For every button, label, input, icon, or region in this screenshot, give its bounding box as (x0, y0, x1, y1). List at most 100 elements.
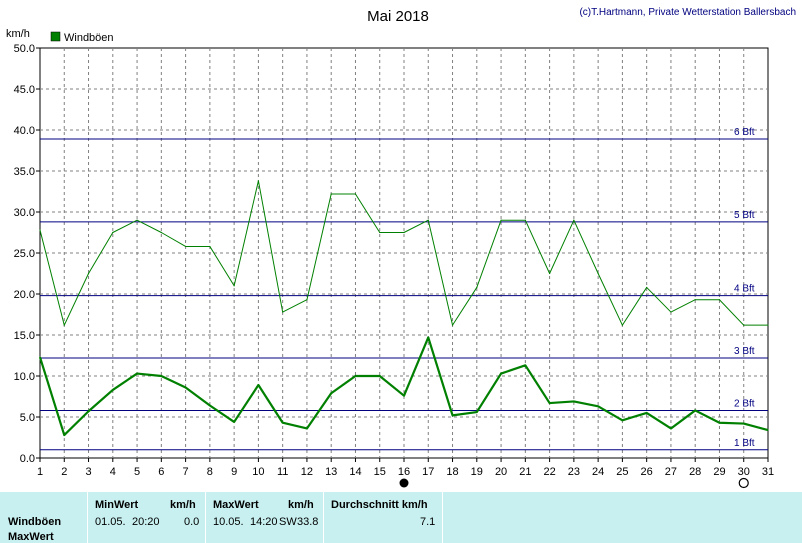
y-tick-label: 50.0 (14, 43, 35, 55)
stats-row-label-windboeen: Windböen (8, 516, 62, 528)
x-tick-label: 18 (446, 466, 458, 478)
data-point (621, 419, 624, 421)
stats-row-label-maxwert: MaxWert (8, 531, 54, 543)
beaufort-label: 5 Bft (734, 210, 755, 221)
y-tick-label: 30.0 (14, 207, 35, 219)
x-tick-label: 27 (665, 466, 677, 478)
data-point (573, 400, 575, 403)
data-point (282, 311, 284, 313)
stats-average-value: 7.1 (420, 516, 436, 528)
y-tick-label: 15.0 (14, 330, 35, 342)
x-tick-label: 12 (301, 466, 313, 478)
data-point (670, 427, 672, 430)
x-tick-label: 8 (207, 466, 213, 478)
data-point (185, 386, 187, 389)
beaufort-label: 3 Bft (734, 346, 755, 357)
data-point (39, 229, 41, 231)
y-tick-label: 5.0 (20, 412, 35, 424)
data-point (573, 219, 575, 221)
x-tick-label: 3 (85, 466, 91, 478)
data-point (185, 245, 187, 248)
data-point (694, 299, 696, 301)
data-point (379, 375, 381, 377)
data-point (500, 219, 502, 221)
data-point (718, 422, 721, 424)
wind-gust-chart: Mai 2018 (c)T.Hartmann, Private Wetterst… (6, 7, 796, 489)
data-point (87, 272, 90, 275)
data-point (524, 219, 526, 221)
x-tick-label: 16 (398, 466, 410, 478)
data-point (282, 422, 284, 424)
stats-min-header: MinWert (95, 499, 139, 511)
legend-label: Windböen (64, 32, 114, 44)
x-tick-label: 7 (183, 466, 189, 478)
beaufort-label: 4 Bft (734, 284, 755, 295)
x-tick-label: 17 (422, 466, 434, 478)
statistics-panel: Windböen MaxWert MinWert km/h 01.05. 20:… (0, 492, 802, 543)
beaufort-label: 1 Bft (734, 438, 755, 449)
data-point (767, 429, 769, 431)
x-tick-label: 19 (471, 466, 483, 478)
data-point (160, 231, 162, 234)
data-point (63, 324, 65, 326)
data-point (209, 404, 211, 407)
x-tick-label: 31 (762, 466, 774, 478)
x-tick-label: 6 (158, 466, 164, 478)
data-point (257, 384, 259, 386)
y-tick-label: 10.0 (14, 371, 35, 383)
y-tick-label: 45.0 (14, 84, 35, 96)
x-tick-label: 20 (495, 466, 507, 478)
data-point (476, 286, 478, 289)
data-point (63, 434, 65, 436)
data-point (160, 375, 162, 377)
y-tick-label: 0.0 (20, 453, 35, 465)
x-tick-label: 21 (519, 466, 531, 478)
x-tick-label: 11 (277, 466, 288, 478)
data-point (767, 324, 769, 326)
data-point (670, 311, 672, 313)
x-tick-label: 10 (252, 466, 264, 478)
y-tick-label: 40.0 (14, 125, 35, 137)
y-tick-label: 25.0 (14, 248, 35, 260)
data-point (646, 412, 648, 414)
data-point (354, 375, 357, 377)
x-tick-label: 15 (374, 466, 386, 478)
data-point (451, 324, 454, 326)
data-point (597, 405, 599, 407)
legend-color-box (50, 31, 61, 42)
data-point (330, 193, 332, 195)
stats-max-header: MaxWert (213, 499, 259, 511)
chart-title: Mai 2018 (367, 8, 429, 25)
x-tick-label: 30 (738, 466, 750, 478)
data-point (743, 422, 745, 425)
data-point (403, 231, 405, 234)
data-point (87, 410, 90, 412)
stats-average-cell: Durchschnitt km/h 7.1 (323, 492, 443, 543)
moon-phase-open-icon (738, 477, 749, 489)
data-point (451, 414, 454, 416)
stats-max-value: 33.8 (297, 516, 319, 528)
stats-min-date: 01.05. (95, 516, 126, 528)
data-point (136, 372, 138, 375)
x-tick-label: 28 (689, 466, 701, 478)
data-point (500, 372, 502, 375)
data-point (233, 285, 235, 287)
beaufort-label: 2 Bft (734, 398, 755, 409)
data-point (476, 411, 478, 413)
x-tick-label: 26 (641, 466, 653, 478)
data-point (136, 219, 138, 221)
chart-credit: (c)T.Hartmann, Private Wetterstation Bal… (579, 7, 796, 18)
beaufort-label: 6 Bft (734, 127, 755, 138)
x-tick-label: 22 (543, 466, 555, 478)
x-tick-label: 9 (231, 466, 237, 478)
data-point (743, 324, 745, 326)
x-tick-label: 14 (349, 466, 361, 478)
data-point (209, 245, 211, 248)
x-tick-label: 23 (568, 466, 580, 478)
x-tick-label: 13 (325, 466, 337, 478)
x-tick-label: 24 (592, 466, 604, 478)
x-tick-label: 4 (110, 466, 116, 478)
data-point (427, 336, 429, 339)
stats-max-date: 10.05. (213, 516, 244, 528)
stats-max-cell: MaxWert km/h 10.05. 14:20 SW 33.8 (205, 492, 324, 543)
